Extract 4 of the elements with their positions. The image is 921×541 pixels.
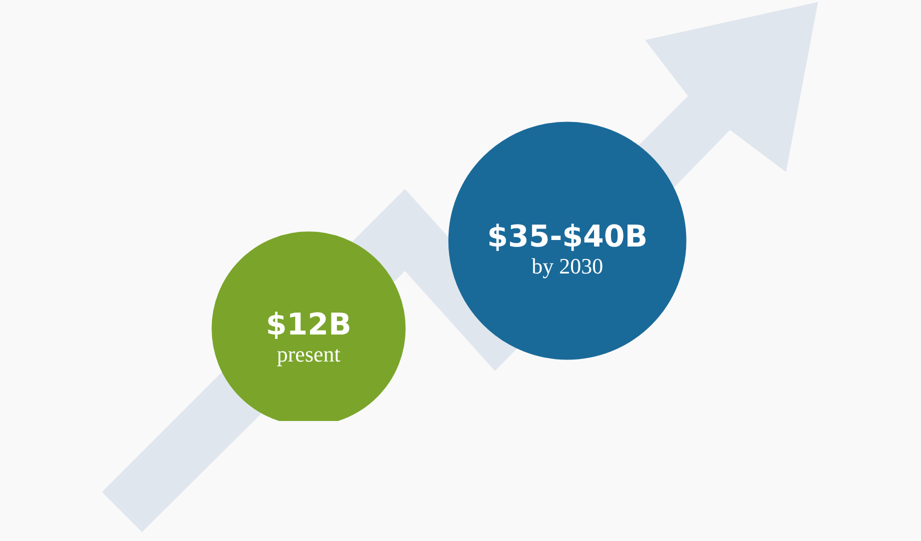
data-label: $35-$40B bbox=[487, 220, 648, 255]
category-label: by 2030 bbox=[532, 254, 604, 279]
data-label: $12B bbox=[266, 308, 352, 343]
category-label: present bbox=[276, 342, 340, 367]
